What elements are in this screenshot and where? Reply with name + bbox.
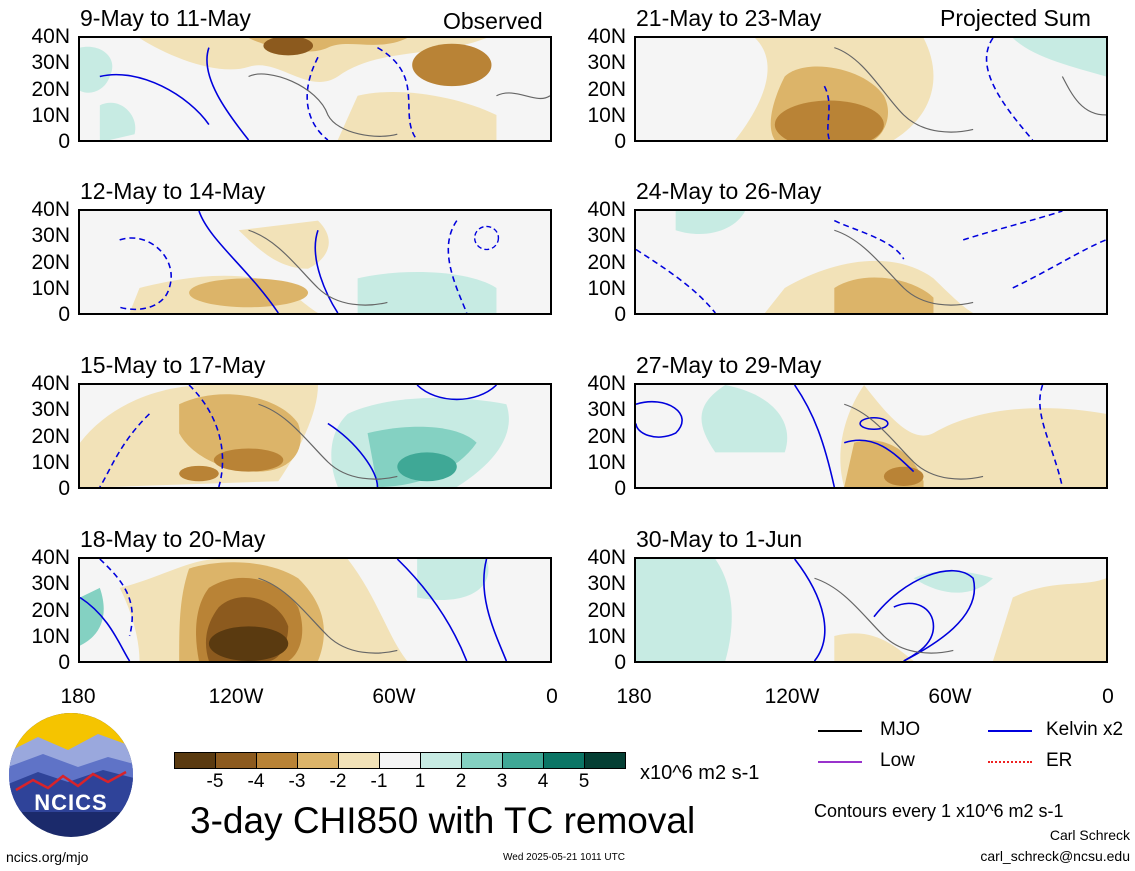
- panel-title-1: 9-May to 11-May: [80, 5, 251, 31]
- panel-title-4: 18-May to 20-May: [80, 526, 266, 552]
- map-panel-1: [78, 36, 552, 142]
- panel-title-5: 21-May to 23-May: [636, 5, 822, 31]
- colorbar: [174, 752, 626, 769]
- colorbar-cell-3: [256, 752, 298, 769]
- timestamp: Wed 2025-05-21 1011 UTC: [503, 852, 625, 863]
- panel-title-8: 30-May to 1-Jun: [636, 526, 803, 552]
- map-panel-2: [78, 209, 552, 315]
- colorbar-cell-4: [297, 752, 339, 769]
- map-panel-6: [634, 209, 1108, 315]
- map-panel-3: [78, 383, 552, 489]
- panel-title-2: 12-May to 14-May: [80, 178, 266, 204]
- author-email[interactable]: carl_schreck@ncsu.edu: [980, 848, 1130, 864]
- colorbar-cell-10: [543, 752, 585, 769]
- colorbar-cell-5: [338, 752, 380, 769]
- author: Carl Schreck: [1049, 827, 1130, 843]
- site-link[interactable]: ncics.org/mjo: [6, 849, 89, 865]
- map-panel-5: [634, 36, 1108, 142]
- logo-text: NCICS: [34, 790, 108, 815]
- colorbar-cell-1: [174, 752, 216, 769]
- ncics-logo: NCICS: [8, 712, 134, 838]
- map-panel-7: [634, 383, 1108, 489]
- panel-title-3: 15-May to 17-May: [80, 352, 266, 378]
- panel-title-7: 27-May to 29-May: [636, 352, 822, 378]
- colorbar-cell-8: [461, 752, 503, 769]
- colorbar-cell-9: [502, 752, 544, 769]
- contours-note: Contours every 1 x10^6 m2 s-1: [814, 801, 1064, 821]
- legend-line-mjo: [818, 730, 862, 732]
- legend-label-kelvin: Kelvin x2: [1046, 719, 1124, 740]
- legend-line-kelvin: [988, 730, 1032, 732]
- colorbar-cell-2: [215, 752, 257, 769]
- legend-line-low: [818, 761, 862, 763]
- legend-label-er: ER: [1046, 750, 1073, 771]
- main-title: 3-day CHI850 with TC removal: [190, 800, 696, 841]
- map-panel-8: [634, 557, 1108, 663]
- panel-title-6: 24-May to 26-May: [636, 178, 822, 204]
- colorbar-cell-6: [379, 752, 421, 769]
- legend-line-er: [988, 761, 1032, 763]
- map-panel-4: [78, 557, 552, 663]
- legend-label-low: Low: [880, 750, 915, 771]
- observed-label: Observed: [443, 8, 543, 34]
- legend-label-mjo: MJO: [880, 719, 921, 740]
- projected-label: Projected Sum: [940, 5, 1091, 31]
- colorbar-unit: x10^6 m2 s-1: [640, 762, 760, 784]
- colorbar-cell-11: [584, 752, 626, 769]
- colorbar-cell-7: [420, 752, 462, 769]
